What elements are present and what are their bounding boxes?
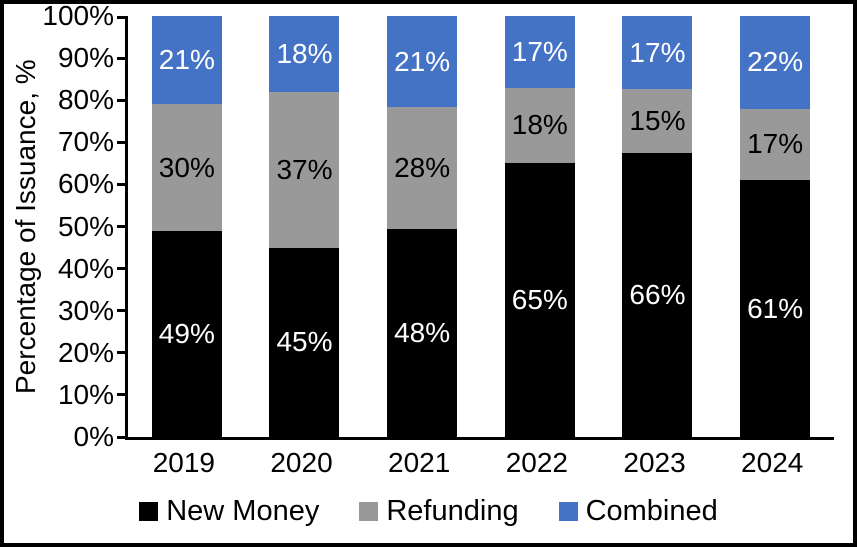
segment-value-label: 21%: [394, 45, 451, 77]
segment-new-money-2020: 45%: [269, 247, 340, 437]
legend-item-refunding: Refunding: [359, 495, 519, 528]
legend-swatch-combined: [558, 502, 578, 521]
segment-refunding-2022: 18%: [504, 87, 575, 164]
bar-2020: 18% 37% 45%: [269, 16, 340, 437]
segment-value-label: 45%: [276, 326, 333, 358]
x-axis-labels: 2019 2020 2021 2022 2023 2024: [125, 447, 831, 479]
legend: New Money Refunding Combined: [4, 495, 853, 528]
segment-refunding-2020: 37%: [269, 91, 340, 248]
y-tick-80-: [117, 98, 125, 102]
bar-2022: 17% 18% 65%: [504, 16, 575, 437]
bar-2019: 21% 30% 49%: [151, 16, 222, 437]
bar-2021: 21% 28% 48%: [387, 16, 458, 437]
plot-area: 0% 10% 20% 30% 40% 50% 60% 70% 80% 90% 100% 21% 30%…: [42, 4, 834, 452]
x-axis-label-2020: 2020: [270, 447, 333, 478]
y-tick-40-: [117, 267, 125, 271]
segment-value-label: 30%: [158, 151, 215, 183]
segment-value-label: 61%: [747, 292, 804, 324]
y-tick-label-80-: 80%: [57, 84, 114, 116]
x-axis-label-2021: 2021: [388, 447, 451, 478]
segment-value-label: 49%: [158, 317, 215, 349]
y-tick-label-70-: 70%: [57, 126, 114, 158]
segment-new-money-2024: 61%: [740, 180, 811, 437]
segment-new-money-2023: 66%: [622, 153, 693, 437]
y-tick-label-20-: 20%: [57, 336, 114, 368]
segment-combined-2023: 17%: [622, 16, 693, 90]
segment-new-money-2021: 48%: [387, 228, 458, 437]
segment-combined-2021: 21%: [387, 16, 458, 108]
segment-combined-2022: 17%: [504, 16, 575, 88]
y-tick-60-: [117, 182, 125, 186]
segment-refunding-2019: 30%: [151, 104, 222, 231]
legend-swatch-refunding: [359, 502, 379, 521]
legend-label-new-money: New Money: [166, 495, 320, 527]
y-tick-90-: [117, 56, 125, 60]
y-tick-label-10-: 10%: [57, 378, 114, 410]
segment-combined-2020: 18%: [269, 16, 340, 92]
segment-value-label: 28%: [394, 151, 451, 183]
y-tick-100-: [117, 16, 125, 19]
x-axis-label-2019: 2019: [152, 447, 215, 478]
bar-2024: 22% 17% 61%: [740, 16, 811, 437]
segment-refunding-2021: 28%: [387, 107, 458, 229]
segment-value-label: 17%: [747, 128, 804, 160]
segment-refunding-2024: 17%: [740, 108, 811, 181]
segment-refunding-2023: 15%: [622, 89, 693, 154]
segment-combined-2024: 22%: [740, 16, 811, 109]
y-tick-30-: [117, 309, 125, 313]
bars-container: 21% 30% 49% 18% 37% 45% 21% 28% 48% 17% 18% 65% 17% 1…: [128, 16, 834, 437]
segment-value-label: 37%: [276, 153, 333, 185]
y-tick-label-90-: 90%: [57, 42, 114, 74]
segment-new-money-2019: 49%: [151, 230, 222, 437]
y-tick-20-: [117, 351, 125, 355]
bar-2023: 17% 15% 66%: [622, 16, 693, 437]
y-tick-label-100-: 100%: [42, 0, 114, 31]
y-tick-label-50-: 50%: [57, 210, 114, 242]
x-axis-label-2024: 2024: [741, 447, 804, 478]
segment-value-label: 15%: [629, 105, 686, 137]
y-tick-label-0-: 0%: [73, 421, 114, 452]
segment-value-label: 21%: [158, 44, 215, 76]
segment-value-label: 66%: [629, 279, 686, 311]
y-tick-50-: [117, 225, 125, 228]
y-tick-label-40-: 40%: [57, 252, 114, 284]
segment-new-money-2022: 65%: [504, 163, 575, 437]
y-tick-10-: [117, 393, 125, 397]
legend-item-combined: Combined: [558, 495, 718, 528]
legend-label-combined: Combined: [585, 495, 718, 527]
segment-value-label: 18%: [276, 37, 333, 69]
segment-combined-2019: 21%: [151, 16, 222, 105]
y-tick-0-: [117, 435, 125, 439]
y-tick-label-30-: 30%: [57, 294, 114, 326]
segment-value-label: 17%: [511, 35, 568, 67]
segment-value-label: 18%: [511, 109, 568, 141]
segment-value-label: 48%: [394, 316, 451, 348]
legend-label-refunding: Refunding: [386, 495, 519, 527]
x-axis-label-2022: 2022: [505, 447, 568, 478]
y-tick-70-: [117, 140, 125, 144]
legend-item-new-money: New Money: [139, 495, 319, 528]
segment-value-label: 22%: [747, 46, 804, 78]
segment-value-label: 17%: [629, 36, 686, 68]
y-tick-label-60-: 60%: [57, 168, 114, 200]
x-axis-label-2023: 2023: [623, 447, 686, 478]
segment-value-label: 65%: [511, 284, 568, 316]
legend-swatch-new-money: [139, 502, 159, 521]
